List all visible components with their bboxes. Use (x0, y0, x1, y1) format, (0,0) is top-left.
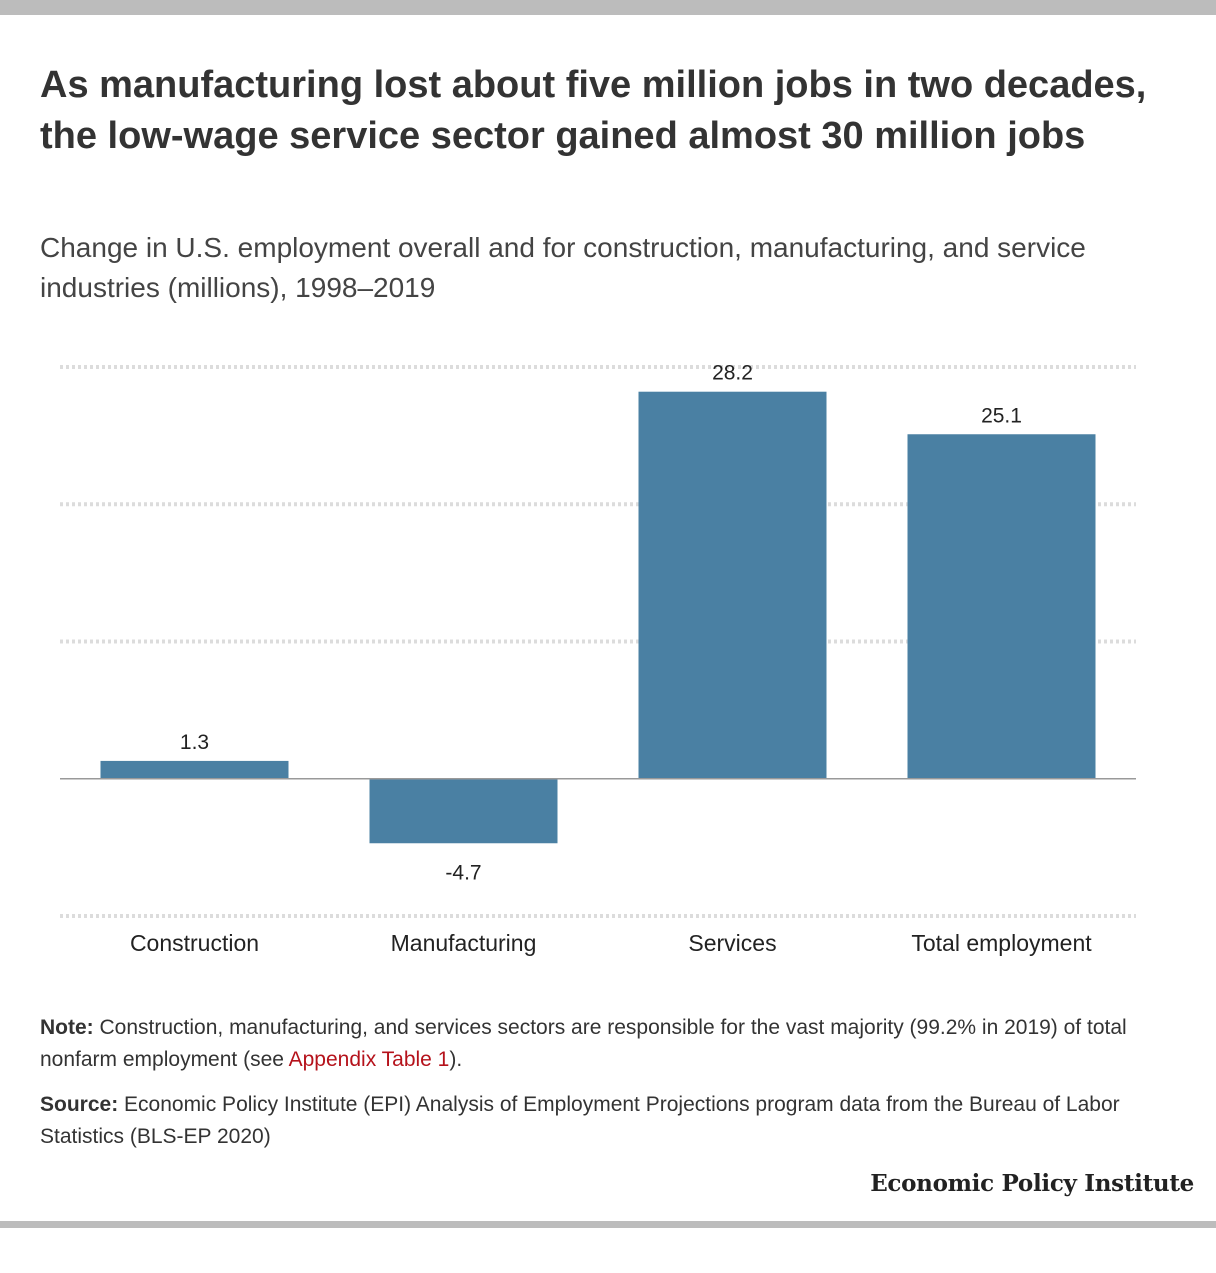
data-label: 1.3 (180, 731, 209, 754)
note-text-after: ). (449, 1048, 463, 1071)
chart-note: Note: Construction, manufacturing, and s… (40, 1012, 1180, 1076)
note-text-before: Construction, manufacturing, and service… (40, 1016, 1127, 1071)
chart-source: Source: Economic Policy Institute (EPI) … (40, 1089, 1180, 1153)
data-label: -4.7 (445, 861, 481, 884)
bar-services (638, 391, 827, 779)
bottom-rule (0, 1221, 1216, 1228)
bar-construction (100, 760, 289, 779)
epi-logo: Economic Policy Institute (870, 1170, 1194, 1197)
chart-title: As manufacturing lost about five million… (40, 64, 1147, 157)
data-labels: 1.3 -4.7 28.2 25.1 (180, 362, 1022, 885)
bar-manufacturing (369, 778, 558, 844)
data-label: 28.2 (712, 362, 753, 385)
appendix-table-link[interactable]: Appendix Table 1 (288, 1048, 450, 1071)
bars (100, 391, 1096, 844)
source-label: Source: (40, 1093, 119, 1116)
source-text: Economic Policy Institute (EPI) Analysis… (40, 1093, 1120, 1148)
note-label: Note: (40, 1016, 94, 1039)
top-rule (0, 0, 1216, 15)
category-label: Construction (130, 930, 259, 956)
category-labels: Construction Manufacturing Services Total e… (130, 930, 1092, 956)
category-label: Manufacturing (391, 930, 537, 956)
bar-chart: 1.3 -4.7 28.2 25.1 Construction Manufacturin… (60, 362, 1136, 956)
data-label: 25.1 (981, 404, 1022, 427)
chart-subtitle: Change in U.S. employment overall and fo… (40, 232, 1086, 303)
bar-total-employment (907, 434, 1096, 779)
category-label: Total employment (911, 930, 1092, 956)
category-label: Services (688, 930, 776, 956)
